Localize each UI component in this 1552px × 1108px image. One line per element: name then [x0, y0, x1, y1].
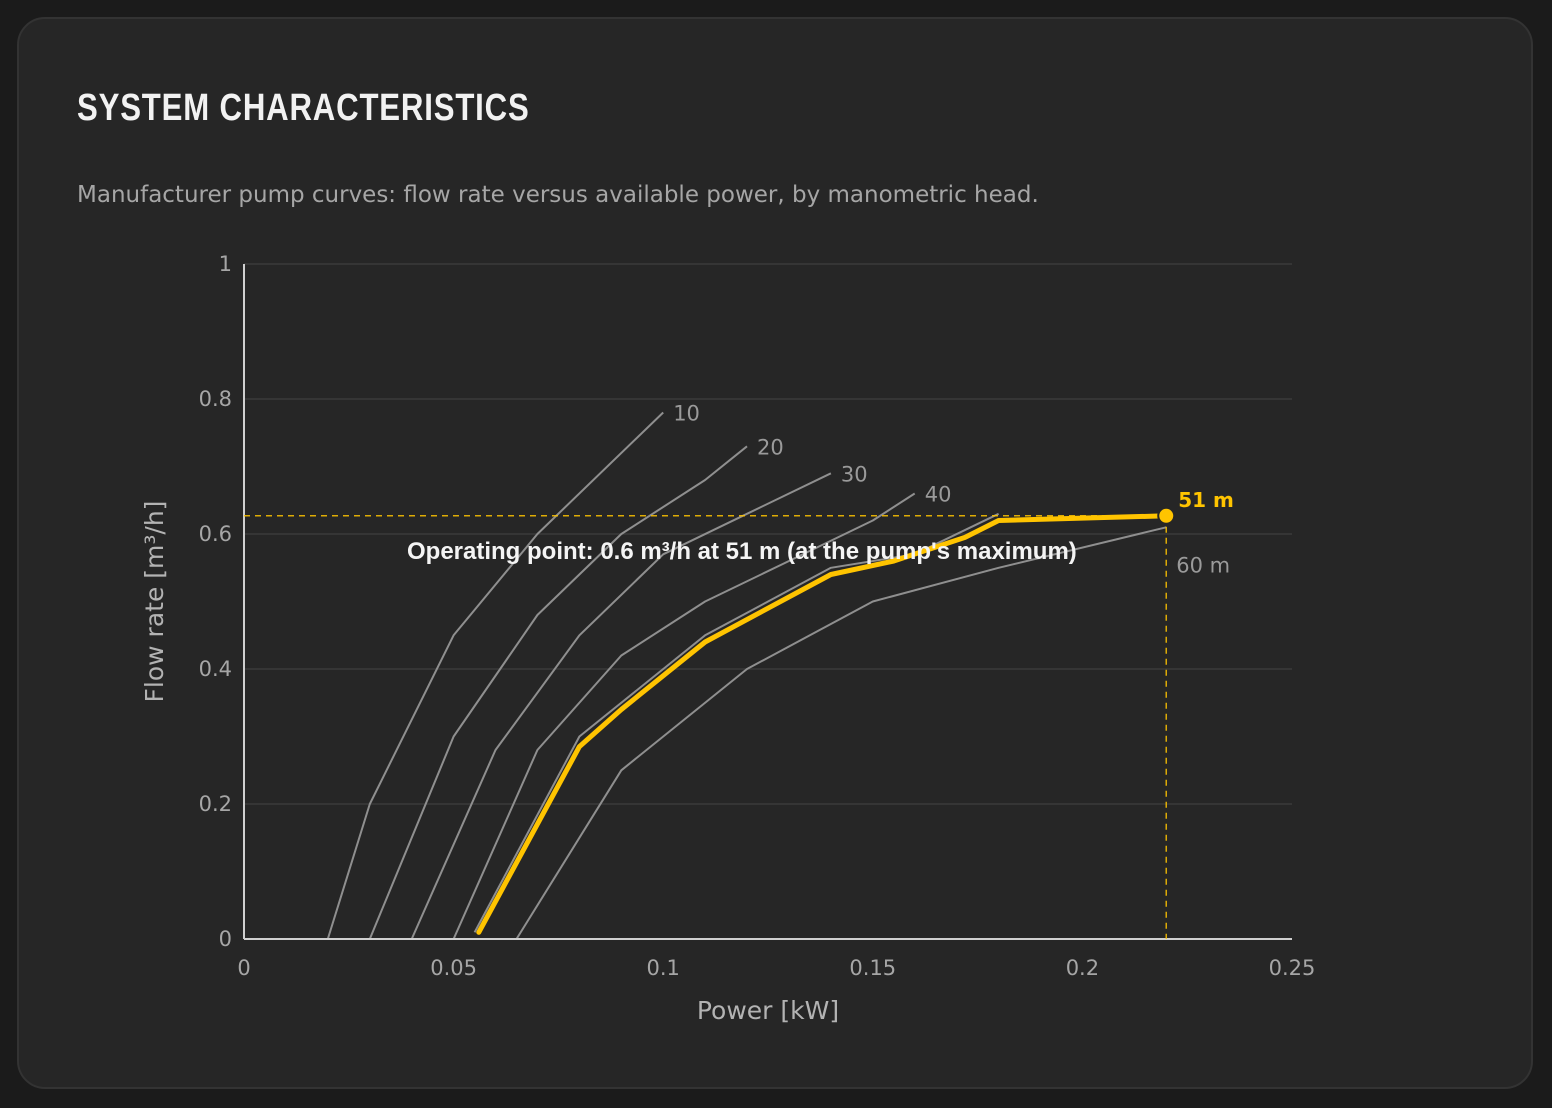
- operating-point-annotation: Operating point: 0.6 m³/h at 51 m (at th…: [407, 538, 1077, 565]
- y-tick-label: 0: [219, 927, 232, 951]
- x-tick-label: 0: [237, 956, 250, 980]
- pump-curve-line: [410, 472, 832, 940]
- x-tick-label: 0.1: [646, 956, 679, 980]
- x-tick-label: 0.25: [1269, 956, 1316, 980]
- curve-label: 60 m: [1176, 553, 1230, 577]
- x-tick-label: 0.05: [430, 956, 477, 980]
- x-axis-title: Power [kW]: [697, 996, 839, 1025]
- operating-point-marker: [1157, 506, 1176, 525]
- card-title: SYSTEM CHARACTERISTICS: [77, 87, 530, 129]
- pump-curves: [326, 411, 1167, 940]
- pump-curve-line: [368, 445, 748, 940]
- y-tick-label: 1: [219, 252, 232, 276]
- y-axis-title: Flow rate [m³/h]: [140, 501, 169, 703]
- pump-curve-line: [473, 512, 1000, 933]
- y-tick-label: 0.2: [199, 792, 232, 816]
- operating-point-label: 51 m: [1178, 488, 1234, 512]
- curve-label: 30: [841, 462, 868, 486]
- y-tick-label: 0.8: [199, 387, 232, 411]
- grid-lines: [244, 263, 1292, 805]
- pump-curve-line: [452, 492, 916, 940]
- x-tick-label: 0.2: [1066, 956, 1099, 980]
- operating-curve: 51 m: [244, 488, 1234, 939]
- curve-label: 20: [757, 435, 784, 459]
- card-subtitle: Manufacturer pump curves: flow rate vers…: [77, 182, 1039, 208]
- y-tick-label: 0.6: [199, 522, 232, 546]
- system-characteristics-card: SYSTEM CHARACTERISTICS Manufacturer pump…: [17, 17, 1533, 1089]
- operating-curve-line: [476, 513, 1169, 935]
- labels: 10 20 30 40 60 m Operating point: 0.6 m³/h at…: [407, 402, 1230, 578]
- pump-curve-line: [326, 411, 664, 940]
- curve-label: 40: [925, 483, 952, 507]
- y-tick-label: 0.4: [199, 657, 232, 681]
- pump-curve-line: [515, 526, 1167, 940]
- curve-label: 10: [673, 402, 700, 426]
- x-tick-label: 0.15: [849, 956, 896, 980]
